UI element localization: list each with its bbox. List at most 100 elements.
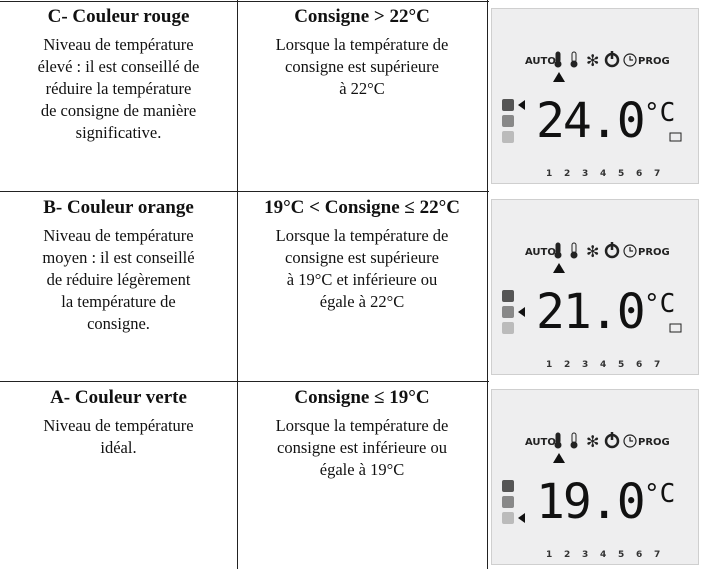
day-label: 2 [564,169,570,179]
level-indicator [502,131,514,143]
mode-label: PROG [638,56,670,67]
description-line: de réduire légèrement [0,269,237,291]
condition-line: Lorsque la température de [237,225,487,247]
condition-line: Lorsque la température de [237,415,487,437]
day-label: 3 [582,550,588,560]
icon: ✻ [586,242,599,261]
level-indicator [502,115,514,127]
day-label: 4 [600,360,606,370]
row-label: B- Couleur orange [0,197,237,219]
row-condition: Consigne > 22°C [237,6,487,28]
level-indicator [502,306,514,318]
temperature-unit: °C [644,479,675,509]
condition-line: consigne est supérieure [237,247,487,269]
lcd-display: AUTO ✻ PROG 21.0°C 1 2 3 4 5 6 7 [491,199,699,375]
icon [630,437,633,441]
description-line: significative. [0,122,237,144]
condition-line: à 22°C [237,78,487,100]
icon [670,133,681,141]
lcd-screen: AUTO ✻ PROG 24.0°C 1 2 3 4 5 6 7 [492,9,698,183]
icon [571,252,578,259]
row-label: C- Couleur rouge [0,6,237,28]
icon [670,324,681,332]
level-arrow [518,513,525,523]
day-label: 6 [636,550,642,560]
day-label: 1 [546,360,552,370]
condition-line: égale à 22°C [237,291,487,313]
lcd-screen: AUTO ✻ PROG 19.0°C 1 2 3 4 5 6 7 [492,390,698,564]
temperature: 24.0 [536,93,644,149]
day-label: 5 [618,360,624,370]
day-label: 1 [546,550,552,560]
day-label: 1 [546,169,552,179]
icon [630,56,633,60]
day-label: 7 [654,169,660,179]
level-indicator [502,512,514,524]
row-condition: 19°C < Consigne ≤ 22°C [237,197,487,219]
icon [571,442,578,449]
day-label: 4 [600,550,606,560]
mode-label: AUTO [525,56,556,67]
level-indicator [502,99,514,111]
temperature-unit: °C [644,98,675,128]
day-label: 6 [636,360,642,370]
day-label: 2 [564,550,570,560]
rule [0,1,489,2]
description-line: la température de [0,291,237,313]
icon [630,247,633,251]
lcd-display: AUTO ✻ PROG 19.0°C 1 2 3 4 5 6 7 [491,389,699,565]
mode-label: PROG [638,247,670,258]
condition-line: à 19°C et inférieure ou [237,269,487,291]
day-label: 5 [618,550,624,560]
icon [555,61,562,68]
icon [555,442,562,449]
icon [553,453,565,463]
icon [555,252,562,259]
description-line: élevé : il est conseillé de [0,56,237,78]
description-line: Niveau de température [0,415,237,437]
condition-line: Lorsque la température de [237,34,487,56]
rule [0,381,489,382]
day-label: 7 [654,550,660,560]
mode-label: AUTO [525,437,556,448]
temperature: 21.0 [536,284,644,340]
temperature: 19.0 [536,474,644,530]
description-line: Niveau de température [0,225,237,247]
icon [553,263,565,273]
day-label: 5 [618,169,624,179]
level-indicator [502,322,514,334]
level-indicator [502,290,514,302]
row-label: A- Couleur verte [0,387,237,409]
icon [571,61,578,68]
condition-line: consigne est supérieure [237,56,487,78]
description-line: consigne. [0,313,237,335]
day-label: 3 [582,169,588,179]
temperature-unit: °C [644,289,675,319]
day-label: 6 [636,169,642,179]
icon: ✻ [586,432,599,451]
level-indicator [502,496,514,508]
day-label: 7 [654,360,660,370]
description-line: de consigne de manière [0,100,237,122]
mode-label: PROG [638,437,670,448]
day-label: 2 [564,360,570,370]
level-arrow [518,307,525,317]
day-label: 4 [600,169,606,179]
description-line: idéal. [0,437,237,459]
condition-line: égale à 19°C [237,459,487,481]
icon [553,72,565,82]
page: C- Couleur rougeConsigne > 22°CNiveau de… [0,0,701,569]
lcd-display: AUTO ✻ PROG 24.0°C 1 2 3 4 5 6 7 [491,8,699,184]
row-condition: Consigne ≤ 19°C [237,387,487,409]
lcd-screen: AUTO ✻ PROG 21.0°C 1 2 3 4 5 6 7 [492,200,698,374]
level-arrow [518,100,525,110]
day-label: 3 [582,360,588,370]
level-indicator [502,480,514,492]
mode-label: AUTO [525,247,556,258]
condition-line: consigne est inférieure ou [237,437,487,459]
description-line: moyen : il est conseillé [0,247,237,269]
description-line: Niveau de température [0,34,237,56]
icon: ✻ [586,51,599,70]
description-line: réduire la température [0,78,237,100]
rule [487,0,488,569]
